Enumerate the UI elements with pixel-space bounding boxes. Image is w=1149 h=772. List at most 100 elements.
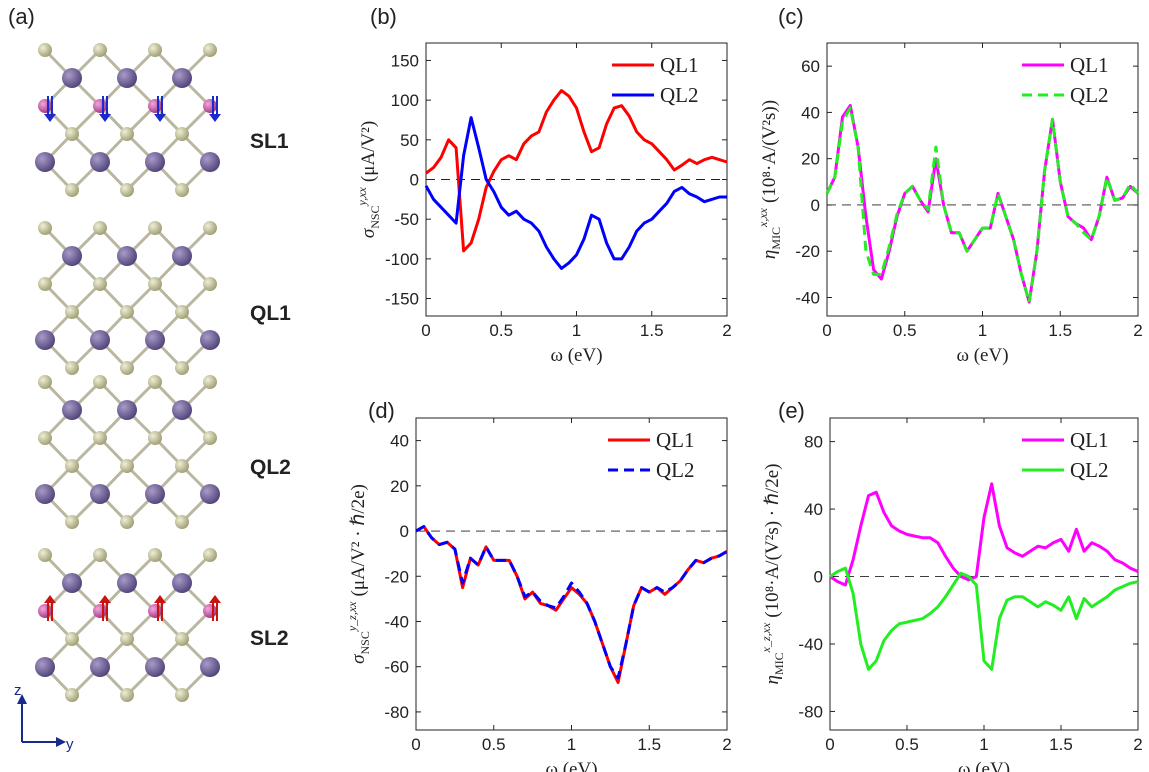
x-tick-label: 1.5: [1049, 735, 1073, 754]
atom: [120, 127, 134, 141]
x-tick-label: 1: [567, 735, 576, 754]
atom: [148, 604, 162, 618]
atom: [35, 152, 55, 172]
y-label-sup: y_z,xx: [345, 601, 359, 632]
x-tick-label: 0.5: [489, 321, 513, 340]
y-tick-label: 60: [801, 57, 820, 76]
layer-label: QL2: [250, 456, 291, 479]
y-label-unit: (μA/V²): [358, 121, 379, 182]
spin-head: [99, 595, 111, 603]
atom: [175, 459, 189, 473]
atom: [35, 657, 55, 677]
axes-indicator: z y: [14, 682, 74, 753]
atom: [172, 573, 192, 593]
atom: [93, 375, 107, 389]
spin-head: [209, 595, 221, 603]
chart: (b) 0 0.5 1 1.5 2 -150 -100 -50 0 50 100 150 QL1 QL2 ω …: [355, 4, 732, 366]
y-label-symbol: η: [759, 250, 780, 259]
atom: [65, 183, 79, 197]
atom: [120, 305, 134, 319]
atom: [38, 277, 52, 291]
panel-label: (b): [370, 4, 397, 29]
atom: [93, 43, 107, 57]
y-label-sub: NSC: [368, 205, 382, 228]
atom: [120, 459, 134, 473]
series-line: [825, 106, 1140, 304]
atom: [65, 305, 79, 319]
y-label-sup: y,xx: [355, 186, 369, 206]
atom: [200, 330, 220, 350]
atom: [93, 221, 107, 235]
y-label-unit: (10⁸·A/(V²s)): [759, 100, 780, 203]
legend-label: QL1: [1070, 428, 1109, 452]
atom: [203, 548, 217, 562]
y-tick-label: 40: [390, 432, 409, 451]
atom: [175, 183, 189, 197]
atom: [203, 431, 217, 445]
y-tick-label: 100: [391, 91, 419, 110]
y-label-sub: NSC: [358, 631, 372, 654]
y-label-symbol: σ: [348, 654, 369, 664]
y-tick-label: -80: [384, 703, 409, 722]
x-axis-label: ω (eV): [956, 345, 1008, 366]
atom: [62, 573, 82, 593]
atom: [200, 484, 220, 504]
atom: [148, 43, 162, 57]
atom: [148, 431, 162, 445]
atom: [175, 688, 189, 702]
y-tick-label: -40: [384, 612, 409, 631]
x-tick-label: 2: [1133, 735, 1142, 754]
atom: [120, 688, 134, 702]
y-axis-label: ηMICx_z,xx (10⁸·A/(V²s) · ℏ/2e): [759, 464, 786, 685]
y-tick-label: 20: [801, 150, 820, 169]
atom: [65, 688, 79, 702]
atom: [117, 246, 137, 266]
y-tick-label: 0: [814, 568, 823, 587]
y-label-unit: (μA/V² · ℏ/2e): [348, 484, 369, 596]
y-label-sup: x,xx: [756, 207, 770, 228]
atom: [120, 183, 134, 197]
spin-head: [44, 114, 56, 122]
x-tick-label: 0.5: [895, 735, 919, 754]
legend-label: QL1: [660, 53, 699, 77]
y-tick-label: 40: [804, 500, 823, 519]
atom: [145, 484, 165, 504]
atom: [145, 657, 165, 677]
y-tick-label: 50: [400, 131, 419, 150]
y-axis-label: ηMICx,xx (10⁸·A/(V²s)): [756, 100, 783, 259]
x-tick-label: 2: [1133, 321, 1142, 340]
y-tick-label: 150: [391, 51, 419, 70]
x-tick-label: 2: [722, 321, 731, 340]
atom: [90, 152, 110, 172]
atom: [172, 400, 192, 420]
y-tick-label: 0: [410, 171, 419, 190]
atom: [148, 548, 162, 562]
x-axis-label: ω (eV): [958, 759, 1010, 772]
layer-label: SL1: [250, 130, 289, 153]
y-axis-label: σNSCy_z,xx (μA/V² · ℏ/2e): [345, 484, 372, 664]
chart: (e) 0 0.5 1 1.5 2 -80 -40 0 40 80 QL1 QL2 ω (eV) ηMICx…: [759, 398, 1143, 772]
atom: [203, 375, 217, 389]
atom: [90, 657, 110, 677]
series-line: [415, 525, 728, 684]
x-tick-label: 1: [978, 321, 987, 340]
atom: [172, 68, 192, 88]
layer-label: QL1: [250, 302, 291, 325]
y-label-unit: (10⁸·A/(V²s) · ℏ/2e): [762, 464, 783, 618]
x-tick-label: 1: [572, 321, 581, 340]
x-tick-label: 1: [979, 735, 988, 754]
series-line: [424, 116, 727, 270]
y-tick-label: 80: [804, 433, 823, 452]
atom: [148, 277, 162, 291]
atom: [175, 361, 189, 375]
spin-head: [99, 114, 111, 122]
spin-head: [209, 114, 221, 122]
y-axis-label: σNSCy,xx (μA/V²): [355, 121, 382, 238]
legend-label: QL2: [656, 458, 695, 482]
atom: [35, 484, 55, 504]
series-line: [829, 482, 1139, 587]
atom: [62, 400, 82, 420]
chart: (d) 0 0.5 1 1.5 2 -80 -60 -40 -20 0 20 40 QL1 QL2 ω (eV…: [345, 398, 732, 772]
series-line: [829, 566, 1139, 671]
spin-head: [44, 595, 56, 603]
